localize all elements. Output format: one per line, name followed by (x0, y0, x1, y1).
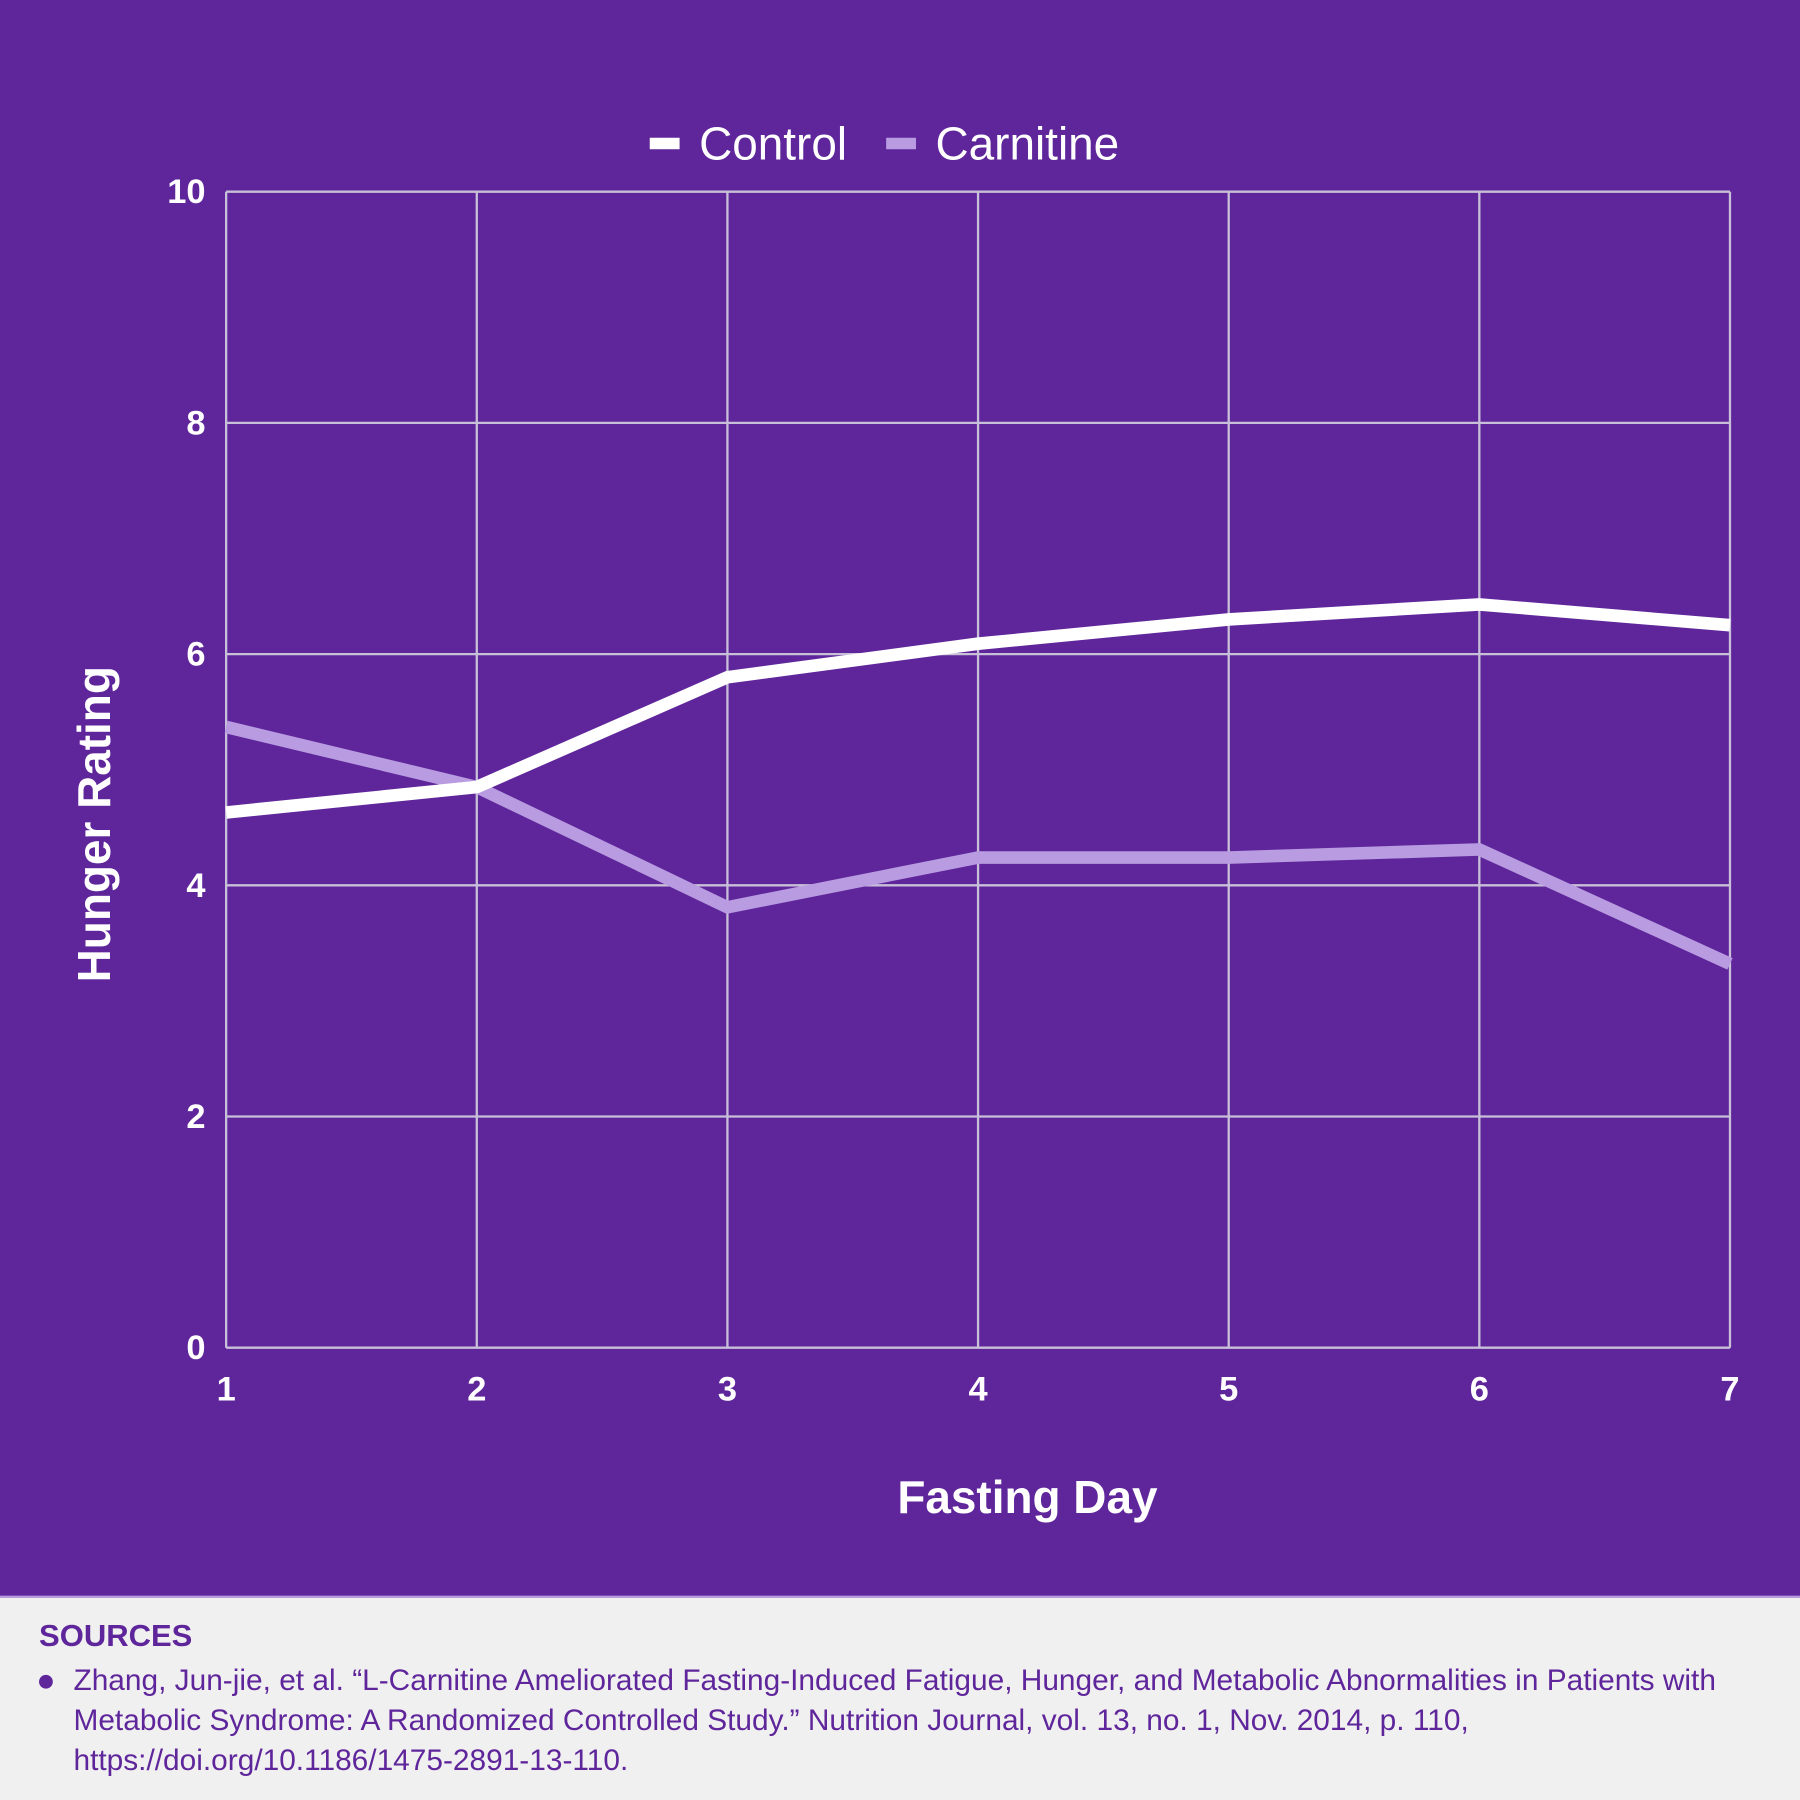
legend-swatch-carnitine (886, 137, 916, 150)
x-tick-label: 3 (718, 1371, 737, 1409)
y-tick-label: 2 (186, 1098, 205, 1136)
source-citation: Zhang, Jun-jie, et al. “L-Carnitine Amel… (73, 1662, 1716, 1778)
sources-title: SOURCES (39, 1618, 193, 1654)
legend-label-carnitine: Carnitine (935, 118, 1119, 170)
x-tick-label: 7 (1720, 1371, 1739, 1409)
y-tick-label: 10 (167, 173, 205, 211)
x-tick-label: 4 (968, 1371, 987, 1409)
y-tick-label: 8 (186, 404, 205, 442)
y-tick-label: 6 (186, 636, 205, 674)
y-tick-label: 0 (186, 1329, 205, 1367)
x-tick-label: 1 (217, 1371, 236, 1409)
bullet-icon (39, 1674, 53, 1689)
series-line-control (225, 598, 1731, 819)
x-tick-label: 5 (1219, 1371, 1238, 1409)
x-tick-label: 6 (1470, 1371, 1489, 1409)
legend-swatch-control (649, 137, 680, 150)
y-tick-label: 4 (186, 867, 205, 905)
sources-section: SOURCES Zhang, Jun-jie, et al. “L-Carnit… (0, 1597, 1800, 1800)
legend-label-control: Control (699, 118, 847, 170)
x-tick-label: 2 (467, 1371, 486, 1409)
x-axis-title: Fasting Day (897, 1471, 1158, 1523)
chart-area: 0 2 4 6 8 10 1 2 3 4 5 6 7 Fasting Day Hunger Rating Co… (0, 0, 1800, 1598)
y-axis-title: Hunger Rating (68, 666, 120, 982)
